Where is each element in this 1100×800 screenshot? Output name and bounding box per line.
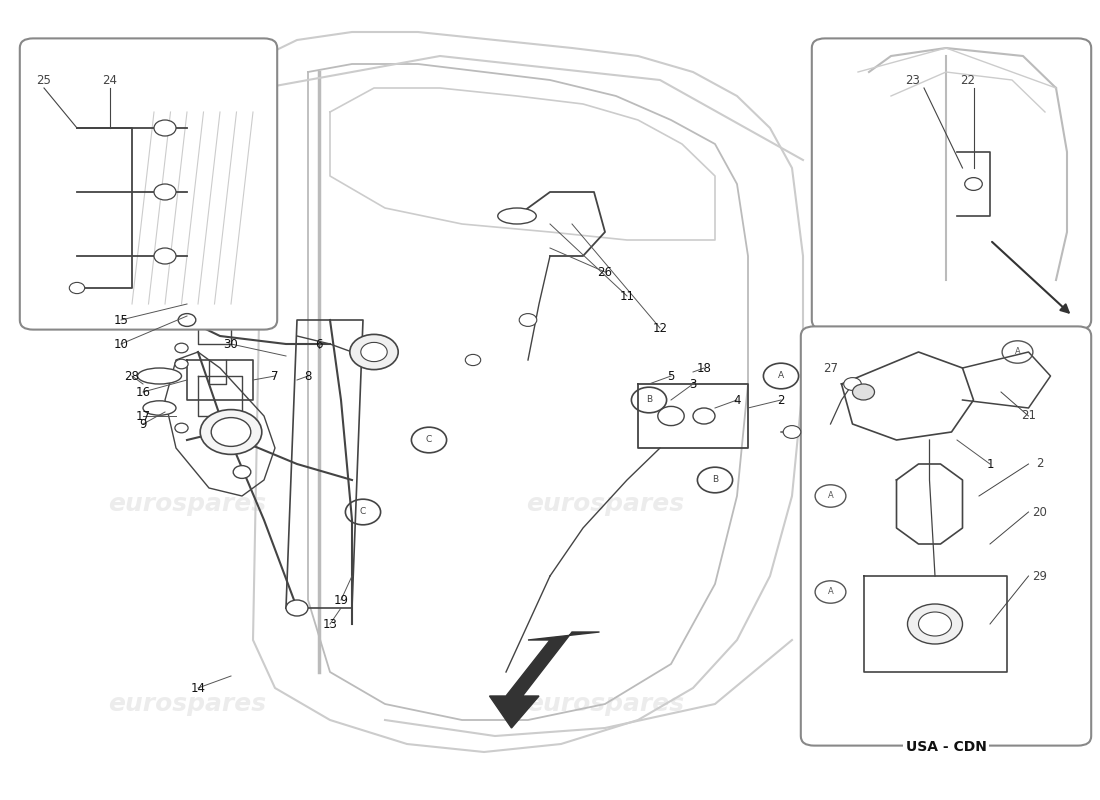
Text: 25: 25 [36,74,52,86]
Text: 19: 19 [333,594,349,606]
Text: 9: 9 [140,418,146,430]
Text: A: A [778,371,784,381]
Text: A: A [827,587,834,597]
Circle shape [465,354,481,366]
Text: A: A [827,491,834,501]
Circle shape [693,408,715,424]
Circle shape [69,282,85,294]
Circle shape [361,342,387,362]
Polygon shape [490,632,600,728]
Text: 4: 4 [734,394,740,406]
Text: A: A [1014,347,1021,357]
Text: eurospares: eurospares [108,692,266,716]
Ellipse shape [143,401,176,415]
Text: 18: 18 [696,362,712,374]
Text: 10: 10 [113,338,129,350]
Circle shape [154,248,176,264]
Text: 14: 14 [190,682,206,694]
Text: 11: 11 [619,290,635,302]
Circle shape [233,466,251,478]
Text: 7: 7 [272,370,278,382]
Text: 15: 15 [113,314,129,326]
Circle shape [658,406,684,426]
Circle shape [965,178,982,190]
Text: C: C [360,507,366,517]
Text: eurospares: eurospares [526,492,684,516]
Text: B: B [712,475,718,485]
Text: 21: 21 [1021,410,1036,422]
Text: 22: 22 [960,74,976,86]
Ellipse shape [138,368,182,384]
Circle shape [175,423,188,433]
Circle shape [200,410,262,454]
Circle shape [918,612,952,636]
Text: 26: 26 [597,266,613,278]
Circle shape [154,120,176,136]
FancyBboxPatch shape [812,38,1091,330]
Ellipse shape [497,208,537,224]
Circle shape [908,604,962,644]
Text: 29: 29 [1032,570,1047,582]
Circle shape [286,600,308,616]
Text: 24: 24 [102,74,118,86]
Circle shape [844,378,861,390]
Circle shape [178,314,196,326]
Text: 13: 13 [322,618,338,630]
Text: eurospares: eurospares [108,492,266,516]
Text: 8: 8 [305,370,311,382]
Text: 30: 30 [223,338,239,350]
Text: 2: 2 [778,394,784,406]
Text: 23: 23 [905,74,921,86]
Text: B: B [646,395,652,405]
Text: USA - CDN: USA - CDN [905,740,987,754]
Text: 16: 16 [135,386,151,398]
Circle shape [519,314,537,326]
Circle shape [154,184,176,200]
Text: 3: 3 [690,378,696,390]
Text: eurospares: eurospares [526,692,684,716]
FancyBboxPatch shape [801,326,1091,746]
Text: 17: 17 [135,410,151,422]
Text: 2: 2 [1036,458,1043,470]
Circle shape [852,384,874,400]
Text: 6: 6 [316,338,322,350]
Text: C: C [426,435,432,445]
Text: 20: 20 [1032,506,1047,518]
Circle shape [175,359,188,369]
Text: 12: 12 [652,322,668,334]
Circle shape [350,334,398,370]
FancyBboxPatch shape [20,38,277,330]
Text: 1: 1 [987,458,993,470]
Text: 27: 27 [823,362,838,374]
Circle shape [783,426,801,438]
Circle shape [175,343,188,353]
Text: 28: 28 [124,370,140,382]
Circle shape [211,418,251,446]
Text: 5: 5 [668,370,674,382]
